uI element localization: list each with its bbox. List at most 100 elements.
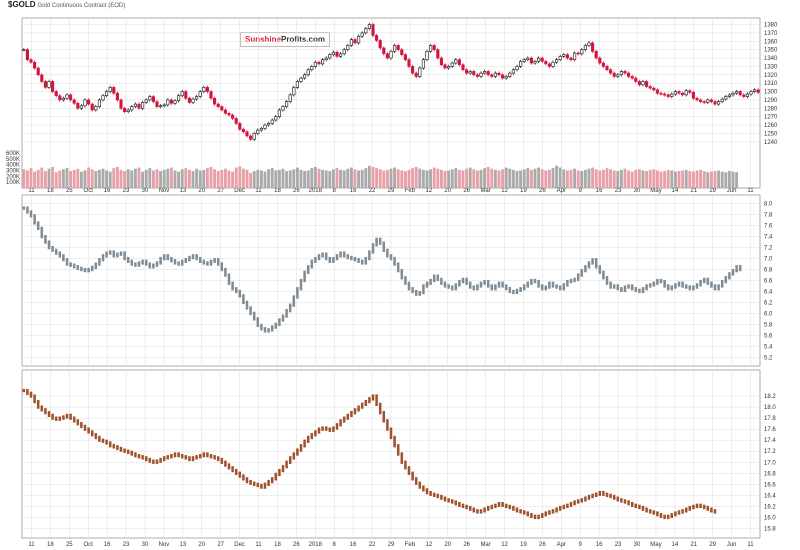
candle-body <box>720 98 724 102</box>
candle-body <box>97 99 101 107</box>
silver-bar <box>105 439 108 445</box>
volume-bar <box>353 169 357 188</box>
silver-bar <box>134 452 137 458</box>
candle-body <box>76 102 80 109</box>
silver-bar <box>602 490 605 496</box>
silver-bar <box>137 454 141 459</box>
volume-bar <box>382 170 386 188</box>
candle-body <box>551 61 555 67</box>
volume-bar <box>223 168 227 188</box>
miners-bar <box>594 258 598 269</box>
miners-bar <box>659 278 663 284</box>
symbol-description: Gold Continuous Contract (EOD) <box>37 3 126 9</box>
candle-body <box>436 49 440 59</box>
miners-bar <box>360 259 364 265</box>
candle-body <box>162 104 166 107</box>
silver-bar <box>515 507 519 513</box>
volume-bar <box>418 168 422 188</box>
silver-bar <box>468 505 472 511</box>
x-tick-label: 30 <box>142 188 149 194</box>
volume-bar <box>432 167 436 188</box>
silver-bar <box>479 509 483 514</box>
volume-bar <box>551 168 555 188</box>
silver-bar <box>62 415 65 420</box>
candle-body <box>375 35 379 41</box>
silver-bar <box>616 496 620 502</box>
candle-body <box>411 66 415 74</box>
volume-bar <box>126 169 130 188</box>
volume-bar <box>108 171 112 188</box>
miners-bar <box>44 234 47 244</box>
candle-body <box>263 124 267 129</box>
candle-body <box>612 72 616 77</box>
silver-bar <box>256 482 260 488</box>
volume-bar <box>303 171 307 188</box>
candle-body <box>378 40 382 49</box>
miners-bar <box>245 300 249 310</box>
brand-part-2: Profits.com <box>281 35 326 44</box>
x-tick-label: 30 <box>634 188 641 194</box>
miners-bar <box>623 285 627 293</box>
volume-bar <box>360 169 364 188</box>
candle-body <box>79 105 83 109</box>
candle-body <box>137 103 141 109</box>
candle-body <box>645 81 649 87</box>
silver-bar <box>555 507 558 513</box>
candle-body <box>555 59 559 63</box>
candle-body <box>576 52 580 55</box>
miners-bar <box>72 263 76 269</box>
candle-body <box>213 97 217 105</box>
candle-body <box>47 81 51 88</box>
miners-bar <box>580 268 584 277</box>
miners-bar <box>494 284 497 291</box>
candle-body <box>519 61 523 67</box>
candle-body <box>36 67 40 76</box>
silver-bar <box>558 505 562 511</box>
volume-bar <box>36 169 40 188</box>
miners-bar <box>598 265 602 274</box>
miners-bar <box>468 281 472 289</box>
volume-bar <box>540 169 544 188</box>
volume-bar <box>411 168 415 188</box>
miners-bar <box>242 294 245 305</box>
silver-bar <box>508 504 512 510</box>
volume-bar <box>241 168 245 188</box>
volume-bar <box>313 166 317 188</box>
volume-bar <box>162 169 166 188</box>
miners-bar <box>180 259 184 266</box>
miners-bar <box>216 258 220 266</box>
miners-bar <box>339 251 342 258</box>
candle-body <box>209 91 213 99</box>
candle-body <box>425 51 429 61</box>
volume-bar <box>249 172 253 188</box>
silver-bar <box>652 510 656 515</box>
x-tick-label: 22 <box>369 542 376 548</box>
x-tick-label: 20 <box>444 542 451 548</box>
y-tick-label: 17.8 <box>764 416 776 422</box>
x-tick-label: 9 <box>579 188 583 194</box>
candle-body <box>684 90 688 96</box>
miners-bar <box>422 284 425 295</box>
volume-bar <box>61 169 65 188</box>
silver-bar <box>98 435 101 442</box>
silver-bar <box>562 504 566 510</box>
silver-bar <box>299 444 303 452</box>
y-tick-label: 16.6 <box>764 482 776 488</box>
volume-bar <box>695 170 699 188</box>
candle-body <box>594 51 598 59</box>
y-tick-label: 1320 <box>764 73 778 79</box>
y-tick-label: 1290 <box>764 98 778 104</box>
volume-bar <box>270 168 274 188</box>
volume-bar <box>637 169 641 188</box>
volume-bar <box>623 168 627 188</box>
volume-bar <box>396 169 400 188</box>
miners-bar <box>26 206 29 214</box>
x-tick-label: 16 <box>104 542 111 548</box>
volume-bar <box>22 169 26 188</box>
silver-bar <box>512 505 515 511</box>
miners-bar <box>656 278 659 285</box>
volume-tick-label: 100K <box>6 180 20 186</box>
chart-header: $GOLD Gold Continuous Contract (EOD) <box>8 1 125 10</box>
candle-body <box>371 24 375 36</box>
